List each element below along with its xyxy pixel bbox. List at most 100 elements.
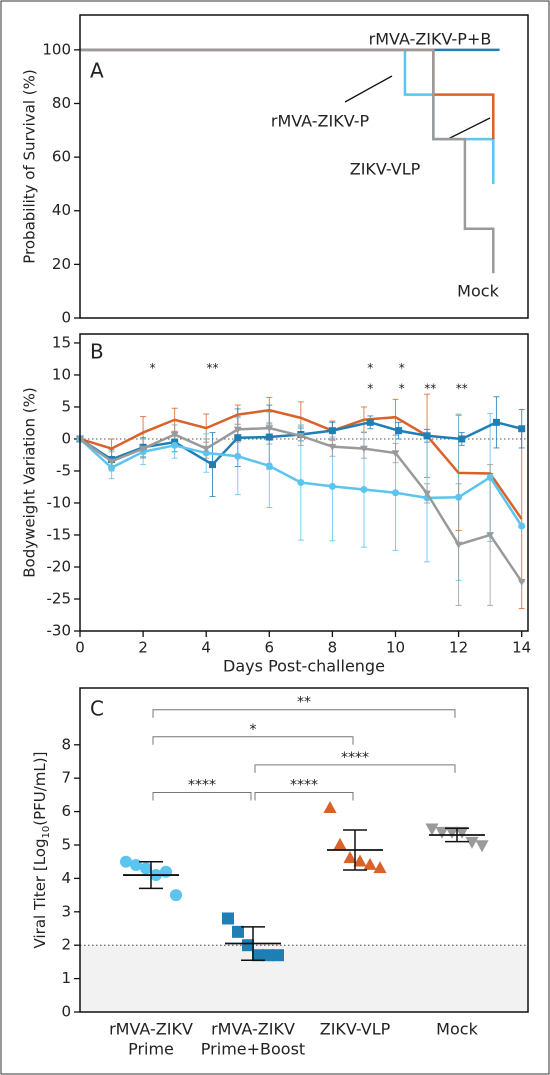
marker [328,443,337,451]
comparison-bracket [152,709,456,718]
marker [265,425,274,433]
x-tick-label: Prime [128,1040,174,1059]
marker [360,486,368,494]
marker [233,426,242,434]
panel-letter: A [90,59,104,83]
marker [391,489,399,497]
x-tick-label: 14 [512,639,531,657]
marker [517,578,526,586]
series-label: rMVA-ZIKV-P [271,112,370,131]
comparison-bracket [152,792,252,801]
significance-star: ** [456,382,468,396]
marker [373,861,387,874]
marker [234,434,242,442]
marker [363,857,377,870]
marker [297,479,305,486]
marker [234,452,242,460]
y-axis-label: Bodyweight Variation (%) [21,387,39,577]
panel-letter: C [90,697,104,721]
significance-star: ** [207,361,219,375]
significance-star: * [150,361,156,375]
marker [455,826,469,839]
y-axis-label-part: 10 [41,826,52,839]
marker [107,458,116,466]
marker [171,441,179,449]
x-tick-label: 10 [386,639,405,657]
marker [423,490,431,498]
y-axis-label-part: (PFU/mL)] [31,752,49,826]
x-tick-label: rMVA-ZIKV [109,1020,193,1039]
y-tick-label: 8 [61,735,71,753]
marker [328,427,336,435]
marker [170,889,182,902]
comparison-label: ** [297,695,311,711]
marker [232,925,244,938]
marker [343,851,357,864]
comparison-label: **** [341,750,369,766]
marker [202,445,211,453]
marker [252,949,264,962]
series-label: ZIKV-VLP [350,160,421,179]
y-tick-label: 3 [61,902,71,920]
comparison-bracket [152,736,354,745]
below-detection-area [80,945,528,1012]
significance-star: * [367,361,373,375]
y-tick-label: 6 [61,802,71,820]
marker [492,418,500,426]
y-tick-label: -15 [47,525,72,543]
comparison-label: **** [188,778,216,794]
marker [445,826,459,839]
marker [202,449,210,457]
y-axis-label-part: Viral Titer [Log [31,839,49,949]
marker [140,862,152,875]
marker [296,432,305,440]
significance-star: * [367,382,373,396]
marker [455,493,463,501]
y-tick-label: 5 [61,835,71,853]
x-tick-label: 4 [201,639,211,657]
marker [265,433,273,441]
y-tick-label: -30 [47,622,72,640]
y-tick-label: -10 [47,493,72,511]
y-tick-label: 40 [52,201,71,219]
plot-frame [79,14,529,319]
y-tick-label: -5 [56,461,71,479]
y-tick-label: 15 [52,333,71,351]
x-tick-label: Prime+Boost [201,1040,305,1059]
comparison-bracket [254,792,354,801]
marker [486,473,494,481]
series-label: rMVA-ZIKV-P+B [369,30,492,49]
panel-letter: B [90,340,104,364]
x-tick-label: 8 [328,639,338,657]
marker [518,425,526,433]
marker [366,418,374,426]
y-tick-label: -20 [47,557,72,575]
marker [108,464,116,472]
marker [328,482,336,490]
y-tick-label: -25 [47,589,72,607]
marker [170,431,179,439]
marker [323,801,337,814]
y-tick-label: 100 [42,40,71,58]
marker [353,854,367,867]
y-axis-label: Probability of Survival (%) [21,69,39,264]
y-tick-label: 0 [61,309,71,327]
comparison-bracket [254,764,456,773]
significance-star: * [399,361,405,375]
marker [139,445,147,453]
series-label: Mock [457,282,499,301]
plot-frame [79,687,529,1013]
significance-star: ** [424,382,436,396]
marker [360,445,368,453]
y-tick-label: 10 [52,365,71,383]
marker [242,939,254,952]
marker [272,949,284,962]
leader-line [445,117,491,141]
leader-line [344,75,393,103]
y-tick-label: 1 [61,969,71,987]
y-tick-label: 5 [61,397,71,415]
comparison-label: **** [290,778,318,794]
y-tick-label: 4 [61,869,71,887]
